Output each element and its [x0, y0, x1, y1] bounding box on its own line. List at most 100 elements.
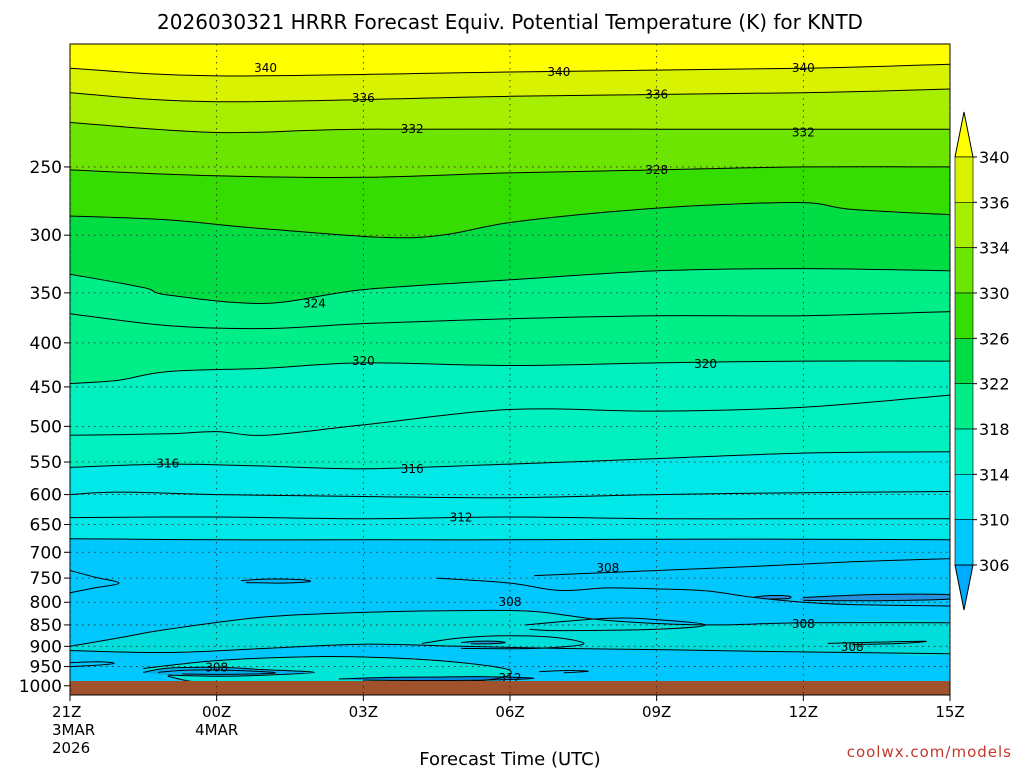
x-tick-label-5: 12Z: [789, 703, 818, 721]
y-axis: 2503003504004505005506006507007508008509…: [19, 158, 70, 697]
y-tick-label-450: 450: [30, 378, 62, 398]
y-tick-label-500: 500: [30, 417, 62, 437]
colorbar-segment-2: [954, 202, 974, 248]
colorbar-label-4: 326: [979, 329, 1010, 348]
contour-line-20: [827, 640, 927, 646]
contour-label-14: 308: [596, 561, 619, 575]
contour-line-30: [461, 640, 506, 645]
x-tick-label-4: 09Z: [642, 703, 671, 721]
colorbar-bottom-arrow: [954, 564, 974, 611]
contour-label-13: 312: [450, 511, 473, 525]
colorbar-segment-5: [954, 338, 974, 384]
contour-line-24: [338, 676, 535, 681]
colorbar: 340 336 334 330 326 322 318 314 310 306: [954, 111, 1010, 611]
y-tick-label-750: 750: [30, 569, 62, 589]
colorbar-label-7: 314: [979, 465, 1010, 484]
contour-label-4: 336: [645, 87, 668, 101]
contour-label-0: 340: [254, 61, 277, 75]
colorbar-segment-6: [954, 383, 974, 430]
contour-line-15: [436, 577, 950, 607]
contour-line-23: [157, 669, 276, 675]
colorbar-label-6: 318: [979, 420, 1010, 439]
contour-label-11: 316: [156, 456, 179, 470]
colorbar-segment-1: [954, 156, 974, 203]
contour-line-0: [70, 63, 950, 77]
y-tick-label-600: 600: [30, 486, 62, 506]
contour-line-18: [524, 617, 707, 632]
y-tick-label-350: 350: [30, 284, 62, 304]
contour-label-7: 328: [645, 163, 668, 177]
colorbar-segment-7: [954, 428, 974, 475]
colorbar-label-9: 306: [979, 556, 1010, 575]
contour-line-6: [70, 311, 950, 330]
x-tick-label-3: 06Z: [495, 703, 524, 721]
contour-line-4: [70, 201, 950, 239]
color-blob-7: [241, 579, 311, 584]
colorbar-label-1: 336: [979, 193, 1010, 212]
colorbar-top-arrow: [954, 111, 974, 158]
contour-label-6: 332: [792, 125, 815, 139]
contour-line-22: [143, 666, 315, 677]
x-tick-sublabel2-0: 2026: [52, 739, 90, 757]
contour-line-28: [803, 593, 950, 602]
x-tick-label-0: 21Z: [52, 703, 81, 721]
contour-label-18: 308: [205, 660, 228, 674]
contour-label-5: 332: [401, 122, 424, 136]
terrain-strip: [70, 681, 950, 695]
color-blob-4: [799, 594, 950, 601]
contour-line-14: [70, 570, 120, 594]
contour-line-12: [70, 538, 950, 541]
contour-line-25: [539, 669, 589, 674]
y-tick-label-700: 700: [30, 543, 62, 563]
colorbar-segment-3: [954, 247, 974, 294]
y-tick-label-550: 550: [30, 453, 62, 473]
y-tick-label-300: 300: [30, 226, 62, 246]
credit-text: coolwx.com/models: [847, 743, 1012, 761]
contour-line-16: [70, 609, 950, 647]
contour-label-16: 308: [792, 617, 815, 631]
x-tick-sublabel1-0: 3MAR: [52, 721, 95, 739]
x-tick-label-2: 03Z: [349, 703, 378, 721]
contour-line-5: [70, 268, 950, 304]
y-tick-label-250: 250: [30, 158, 62, 178]
chart-title: 2026030321 HRRR Forecast Equiv. Potentia…: [157, 10, 863, 34]
colorbar-label-3: 330: [979, 284, 1010, 303]
colorbar-label-0: 340: [979, 148, 1010, 167]
contour-line-10: [70, 491, 950, 499]
contour-line-1: [70, 88, 950, 103]
contour-line-29: [754, 595, 792, 600]
colorbar-segment-9: [954, 519, 974, 566]
colorbar-label-5: 322: [979, 375, 1010, 394]
contour-line-7: [70, 360, 950, 385]
contour-label-12: 316: [401, 462, 424, 476]
contour-label-17: 308: [841, 640, 864, 654]
y-tick-label-400: 400: [30, 334, 62, 354]
contour-label-8: 324: [303, 296, 326, 310]
y-tick-label-800: 800: [30, 593, 62, 613]
x-tick-label-6: 15Z: [935, 703, 964, 721]
colorbar-label-2: 334: [979, 239, 1010, 258]
contour-line-19: [421, 635, 585, 650]
contour-label-10: 320: [694, 357, 717, 371]
y-tick-label-950: 950: [30, 658, 62, 678]
y-tick-label-900: 900: [30, 637, 62, 657]
y-tick-label-650: 650: [30, 516, 62, 536]
contour-label-1: 340: [547, 65, 570, 79]
x-axis-label: Forecast Time (UTC): [419, 749, 600, 768]
contour-line-26: [70, 661, 115, 668]
contour-label-9: 320: [352, 354, 375, 368]
contour-line-31: [241, 578, 311, 584]
y-tick-label-850: 850: [30, 616, 62, 636]
colorbar-segment-4: [954, 292, 974, 339]
x-tick-label-1: 00Z: [202, 703, 231, 721]
contour-line-2: [70, 122, 950, 134]
y-tick-label-1000: 1000: [19, 677, 62, 697]
contour-line-8: [70, 394, 950, 436]
x-tick-sublabel1-1: 4MAR: [195, 721, 238, 739]
colorbar-segment-8: [954, 474, 974, 520]
contour-line-3: [70, 166, 950, 178]
